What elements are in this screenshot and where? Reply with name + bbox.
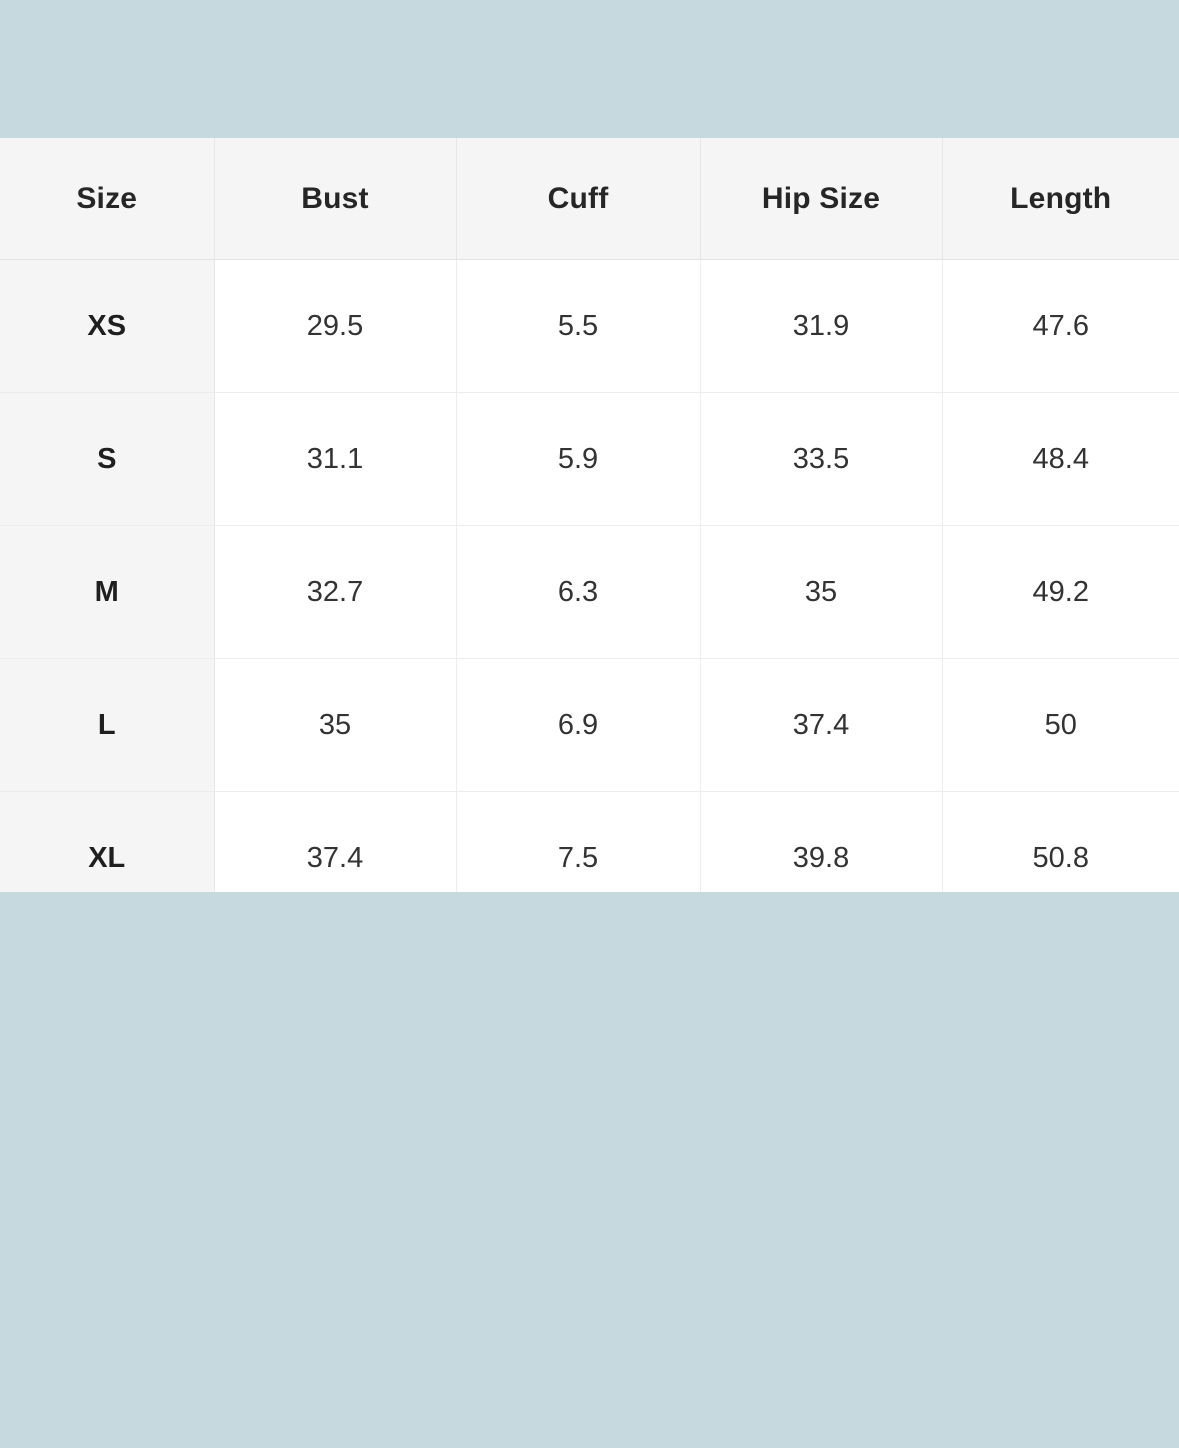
cell-bust: 37.4 xyxy=(214,791,457,892)
cell-size: XL xyxy=(0,791,215,892)
column-header-hip: Hip Size xyxy=(700,138,943,260)
table-row: S 31.1 5.9 33.5 48.4 xyxy=(0,392,1179,526)
cell-size: XS xyxy=(0,259,215,393)
cell-hip: 33.5 xyxy=(700,392,943,526)
header-row: Size Bust Cuff Hip Size Length xyxy=(0,138,1179,260)
table-row: L 35 6.9 37.4 50 xyxy=(0,658,1179,792)
column-header-cuff: Cuff xyxy=(456,138,701,260)
cell-hip: 37.4 xyxy=(700,658,943,792)
table-row: XS 29.5 5.5 31.9 47.6 xyxy=(0,259,1179,393)
cell-bust: 31.1 xyxy=(214,392,457,526)
cell-length: 50.8 xyxy=(942,791,1179,892)
column-header-bust: Bust xyxy=(214,138,457,260)
cell-cuff: 6.9 xyxy=(456,658,701,792)
cell-bust: 29.5 xyxy=(214,259,457,393)
column-header-length: Length xyxy=(942,138,1179,260)
cell-bust: 35 xyxy=(214,658,457,792)
cell-length: 48.4 xyxy=(942,392,1179,526)
cell-hip: 31.9 xyxy=(700,259,943,393)
cell-cuff: 6.3 xyxy=(456,525,701,659)
cell-cuff: 5.9 xyxy=(456,392,701,526)
size-chart-body: XS 29.5 5.5 31.9 47.6 S 31.1 5.9 33.5 48… xyxy=(0,259,1179,892)
size-chart-table: Size Bust Cuff Hip Size Length XS 29.5 5… xyxy=(0,138,1179,892)
cell-bust: 32.7 xyxy=(214,525,457,659)
column-header-size: Size xyxy=(0,138,215,260)
cell-length: 50 xyxy=(942,658,1179,792)
size-chart-viewport: Size Bust Cuff Hip Size Length XS 29.5 5… xyxy=(0,138,1179,892)
cell-size: S xyxy=(0,392,215,526)
cell-length: 49.2 xyxy=(942,525,1179,659)
cell-size: M xyxy=(0,525,215,659)
cell-hip: 39.8 xyxy=(700,791,943,892)
cell-hip: 35 xyxy=(700,525,943,659)
table-row: XL 37.4 7.5 39.8 50.8 xyxy=(0,791,1179,892)
cell-size: L xyxy=(0,658,215,792)
cell-cuff: 5.5 xyxy=(456,259,701,393)
size-chart-header: Size Bust Cuff Hip Size Length xyxy=(0,138,1179,260)
cell-length: 47.6 xyxy=(942,259,1179,393)
cell-cuff: 7.5 xyxy=(456,791,701,892)
table-row: M 32.7 6.3 35 49.2 xyxy=(0,525,1179,659)
